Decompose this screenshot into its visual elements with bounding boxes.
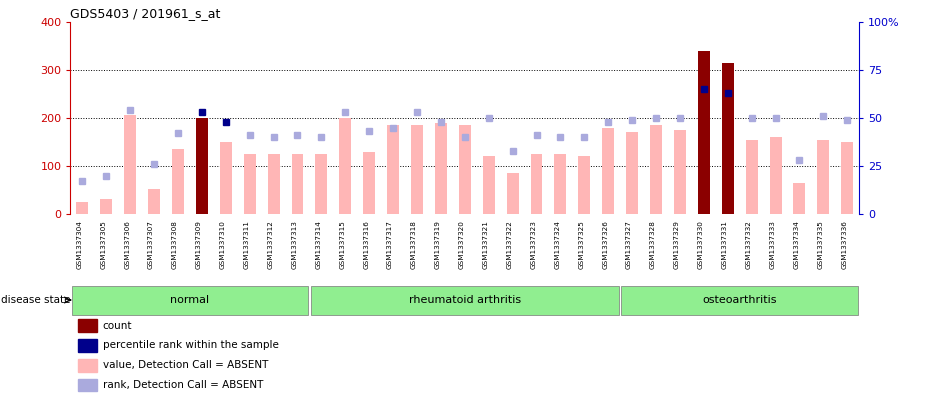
Text: GSM1337323: GSM1337323 xyxy=(531,220,536,269)
Text: GSM1337315: GSM1337315 xyxy=(339,220,346,269)
Bar xyxy=(339,118,351,214)
Bar xyxy=(841,142,854,214)
Text: GSM1337308: GSM1337308 xyxy=(172,220,178,269)
Bar xyxy=(459,125,470,214)
Bar xyxy=(674,130,685,214)
Bar xyxy=(148,189,160,214)
Bar xyxy=(817,140,829,214)
Bar xyxy=(650,125,662,214)
Bar xyxy=(531,154,543,214)
Text: GSM1337332: GSM1337332 xyxy=(746,220,751,269)
Bar xyxy=(507,173,518,214)
Text: rank, Detection Call = ABSENT: rank, Detection Call = ABSENT xyxy=(102,380,263,390)
Bar xyxy=(78,320,98,332)
Text: GSM1337331: GSM1337331 xyxy=(722,220,728,269)
Bar xyxy=(793,183,806,214)
Text: GSM1337328: GSM1337328 xyxy=(650,220,656,269)
Text: GSM1337327: GSM1337327 xyxy=(626,220,632,269)
Text: GSM1337317: GSM1337317 xyxy=(387,220,393,269)
Text: GSM1337304: GSM1337304 xyxy=(76,220,83,269)
Bar xyxy=(746,140,758,214)
Bar xyxy=(76,202,88,214)
Bar xyxy=(244,154,255,214)
Bar xyxy=(622,286,858,315)
Bar xyxy=(554,154,566,214)
Text: GSM1337311: GSM1337311 xyxy=(244,220,250,269)
Text: rheumatoid arthritis: rheumatoid arthritis xyxy=(408,295,521,305)
Bar xyxy=(268,154,280,214)
Text: GSM1337313: GSM1337313 xyxy=(291,220,298,269)
Text: GSM1337310: GSM1337310 xyxy=(220,220,225,269)
Text: GSM1337326: GSM1337326 xyxy=(602,220,608,269)
Bar xyxy=(626,132,639,214)
Text: GSM1337316: GSM1337316 xyxy=(363,220,369,269)
Text: normal: normal xyxy=(170,295,209,305)
Text: GSM1337321: GSM1337321 xyxy=(483,220,488,269)
Text: GSM1337333: GSM1337333 xyxy=(770,220,776,269)
Bar xyxy=(602,127,614,214)
Text: GSM1337319: GSM1337319 xyxy=(435,220,441,269)
Text: GSM1337305: GSM1337305 xyxy=(100,220,106,269)
Bar xyxy=(196,118,208,214)
Bar xyxy=(387,125,399,214)
Bar xyxy=(291,154,303,214)
Text: GSM1337318: GSM1337318 xyxy=(411,220,417,269)
Text: GSM1337336: GSM1337336 xyxy=(841,220,847,269)
Text: GSM1337307: GSM1337307 xyxy=(148,220,154,269)
Bar xyxy=(316,154,328,214)
Bar xyxy=(124,116,136,214)
Text: GSM1337306: GSM1337306 xyxy=(124,220,131,269)
Bar xyxy=(78,379,98,391)
Bar xyxy=(363,152,376,214)
Bar xyxy=(78,339,98,352)
Text: disease state: disease state xyxy=(1,295,70,305)
Text: GSM1337324: GSM1337324 xyxy=(554,220,561,269)
Bar xyxy=(78,359,98,371)
Text: percentile rank within the sample: percentile rank within the sample xyxy=(102,340,279,351)
Bar xyxy=(578,156,591,214)
Bar xyxy=(220,142,232,214)
Text: GSM1337325: GSM1337325 xyxy=(578,220,584,269)
Text: GSM1337329: GSM1337329 xyxy=(674,220,680,269)
Text: GDS5403 / 201961_s_at: GDS5403 / 201961_s_at xyxy=(70,7,221,20)
Bar xyxy=(483,156,495,214)
Text: GSM1337309: GSM1337309 xyxy=(196,220,202,269)
Text: GSM1337330: GSM1337330 xyxy=(698,220,704,269)
Bar xyxy=(435,123,447,214)
Text: GSM1337334: GSM1337334 xyxy=(793,220,799,269)
Text: osteoarthritis: osteoarthritis xyxy=(702,295,777,305)
Bar xyxy=(100,199,113,214)
Text: GSM1337312: GSM1337312 xyxy=(268,220,273,269)
Bar xyxy=(71,286,308,315)
Bar xyxy=(722,62,733,214)
Text: GSM1337335: GSM1337335 xyxy=(817,220,824,269)
Text: GSM1337322: GSM1337322 xyxy=(507,220,513,269)
Text: GSM1337314: GSM1337314 xyxy=(316,220,321,269)
Text: GSM1337320: GSM1337320 xyxy=(459,220,465,269)
Bar xyxy=(770,137,781,214)
Text: value, Detection Call = ABSENT: value, Detection Call = ABSENT xyxy=(102,360,269,370)
Bar xyxy=(698,50,710,214)
Bar xyxy=(172,149,184,214)
Bar xyxy=(411,125,423,214)
Bar xyxy=(311,286,619,315)
Text: count: count xyxy=(102,321,132,331)
